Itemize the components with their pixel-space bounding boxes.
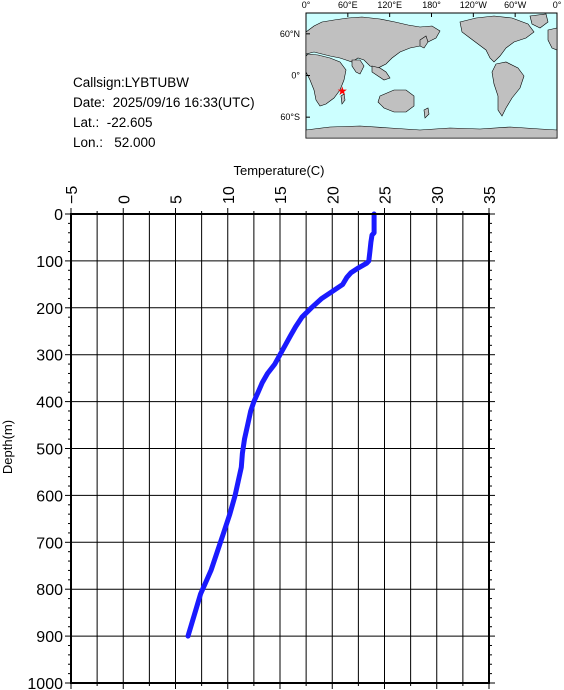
temperature-profile-line (185, 211, 377, 639)
land-eurasia (305, 16, 441, 69)
chart-series (185, 211, 377, 639)
land-india (351, 59, 365, 75)
y-tick-label: 700 (36, 535, 63, 552)
y-tick-label: 500 (36, 442, 63, 459)
x-tick-label: 5 (169, 195, 186, 204)
map-land (305, 13, 558, 139)
world-map: ★ 0° 60°E 120°E 180° 120°W 60°W 0° 60°N 0° 60°S (280, 0, 562, 139)
map-lon-label: 60°W (504, 0, 527, 10)
land-greenland (529, 13, 549, 29)
y-tick-label: 400 (36, 395, 63, 412)
x-tick-label: 0 (116, 195, 133, 204)
y-axis-title: Depth(m) (0, 420, 15, 474)
date-text: Date: 2025/09/16 16:33(UTC) (73, 95, 255, 110)
map-marker-star: ★ (337, 84, 348, 98)
y-tick-label: 1000 (27, 676, 63, 690)
map-frame: ★ 0° 60°E 120°E 180° 120°W 60°W 0° 60°N 0° 60°S (280, 0, 562, 139)
lon-text: Lon.: 52.000 (73, 135, 156, 150)
land-se-asia (371, 65, 391, 81)
chart-ticks (65, 208, 495, 689)
map-lon-label: 60°E (338, 0, 358, 10)
y-tick-label: 600 (36, 488, 63, 505)
map-lat-label: 60°N (280, 29, 300, 39)
x-axis-title: Temperature(C) (233, 163, 324, 178)
plot-frame (70, 213, 490, 684)
chart-grid (70, 213, 490, 684)
map-longitude-labels: 0° 60°E 120°E 180° 120°W 60°W 0° (302, 0, 562, 17)
x-tick-labels: −5 0 5 10 15 20 25 30 35 (64, 186, 499, 204)
land-europe-edge (547, 27, 558, 51)
x-tick-label: 20 (325, 186, 342, 204)
land-madagascar (340, 93, 346, 105)
map-lon-label: 0° (302, 0, 311, 10)
lat-text: Lat.: -22.605 (73, 115, 153, 130)
y-tick-label: 100 (36, 254, 63, 271)
land-north-america (459, 15, 535, 63)
x-tick-label: 25 (378, 186, 395, 204)
x-tick-label: 30 (430, 186, 447, 204)
y-tick-label: 200 (36, 301, 63, 318)
map-latitude-labels: 60°N 0° 60°S (280, 29, 310, 122)
y-tick-label: 300 (36, 348, 63, 365)
map-lat-label: 60°S (280, 112, 300, 122)
land-australia (377, 89, 415, 113)
map-lat-label: 0° (291, 71, 300, 81)
land-south-america (491, 61, 525, 117)
map-lon-label: 180° (422, 0, 441, 10)
x-tick-label: 15 (273, 186, 290, 204)
x-tick-label: 35 (482, 186, 499, 204)
y-tick-labels: 0 100 200 300 400 500 600 700 800 900 1000 (27, 207, 63, 690)
station-info: Callsign:LYBTUBW Date: 2025/09/16 16:33(… (73, 73, 255, 153)
land-antarctica (305, 125, 558, 139)
map-lon-label: 120°W (460, 0, 488, 10)
x-tick-label: −5 (64, 186, 81, 204)
map-lon-label: 120°E (377, 0, 402, 10)
land-new-zealand (423, 107, 430, 119)
callsign-text: Callsign:LYBTUBW (73, 75, 190, 90)
x-tick-label: 10 (221, 186, 238, 204)
map-lon-label: 0° (553, 0, 562, 10)
y-tick-label: 0 (54, 207, 63, 224)
y-tick-label: 800 (36, 582, 63, 599)
land-japan (419, 35, 429, 49)
y-tick-label: 900 (36, 629, 63, 646)
